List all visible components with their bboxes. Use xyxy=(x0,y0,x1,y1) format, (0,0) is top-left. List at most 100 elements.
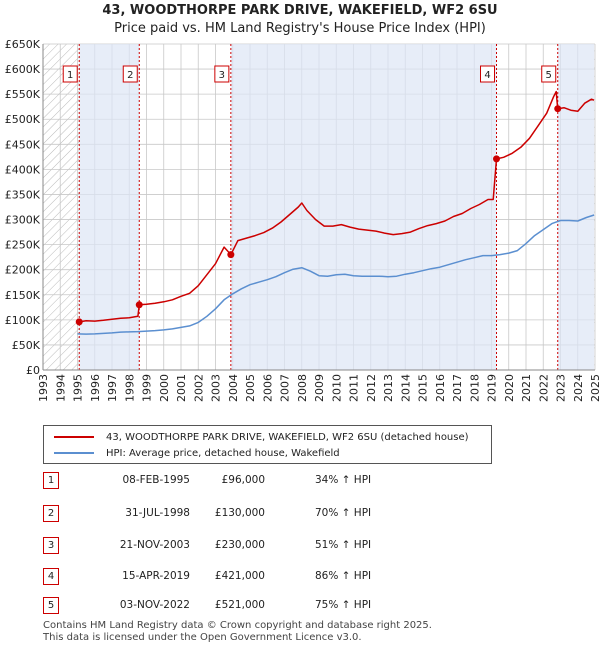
x-tick-label: 2014 xyxy=(399,374,412,402)
x-tick-label: 2007 xyxy=(279,374,292,402)
sale-price: £96,000 xyxy=(221,474,265,486)
legend-label-property: 43, WOODTHORPE PARK DRIVE, WAKEFIELD, WF… xyxy=(106,431,469,443)
sale-label-box xyxy=(122,65,138,83)
sale-price: £521,000 xyxy=(214,599,265,611)
y-tick-label: £450K xyxy=(5,138,41,151)
x-tick-label: 2016 xyxy=(434,374,447,402)
x-tick-label: 1998 xyxy=(123,374,136,402)
table-row: 5 03-NOV-2022 £521,000 75% ↑ HPI xyxy=(43,597,503,617)
sale-label-number: 5 xyxy=(546,70,552,81)
sale-number-badge: 2 xyxy=(43,505,59,522)
sale-hpi-change: 34% ↑ HPI xyxy=(315,474,372,486)
x-tick-label: 2025 xyxy=(589,374,600,402)
x-tick-label: 1994 xyxy=(54,374,67,402)
sale-date: 31-JUL-1998 xyxy=(125,507,190,519)
y-tick-label: £400K xyxy=(5,163,41,176)
sale-point xyxy=(554,105,562,113)
ownership-band xyxy=(79,44,140,370)
x-tick-label: 2010 xyxy=(330,374,343,402)
y-tick-label: £350K xyxy=(5,188,41,201)
x-tick-label: 2011 xyxy=(348,374,361,402)
table-row: 3 21-NOV-2003 £230,000 51% ↑ HPI xyxy=(43,537,503,557)
x-tick-label: 2001 xyxy=(175,374,188,402)
sale-label-number: 1 xyxy=(67,70,73,81)
sale-label-box xyxy=(480,65,496,83)
x-tick-label: 1997 xyxy=(106,374,119,402)
sale-label-number: 3 xyxy=(219,70,225,81)
sale-price: £130,000 xyxy=(214,507,265,519)
x-tick-label: 2012 xyxy=(365,374,378,402)
y-tick-label: £300K xyxy=(5,214,41,227)
sale-price: £421,000 xyxy=(214,570,265,582)
x-tick-label: 2000 xyxy=(158,374,171,402)
sale-date: 08-FEB-1995 xyxy=(122,474,190,486)
x-tick-label: 1996 xyxy=(89,374,102,402)
ownership-band xyxy=(557,44,595,370)
sale-hpi-change: 75% ↑ HPI xyxy=(315,599,372,611)
chart-legend: 43, WOODTHORPE PARK DRIVE, WAKEFIELD, WF… xyxy=(43,425,492,464)
x-tick-label: 2020 xyxy=(503,374,516,402)
sale-label-box xyxy=(62,65,78,83)
x-tick-label: 1993 xyxy=(37,374,50,402)
y-tick-label: £150K xyxy=(5,289,41,302)
x-tick-label: 2018 xyxy=(468,374,481,402)
x-tick-label: 2015 xyxy=(417,374,430,402)
x-tick-label: 2019 xyxy=(486,374,499,402)
y-tick-label: £650K xyxy=(5,38,41,51)
x-tick-label: 2004 xyxy=(227,374,240,402)
x-tick-label: 2023 xyxy=(555,374,568,402)
y-tick-label: £100K xyxy=(5,314,41,327)
sale-label-box xyxy=(541,65,557,83)
x-tick-label: 2003 xyxy=(210,374,223,402)
y-tick-label: £50K xyxy=(12,339,41,352)
sale-point xyxy=(135,301,143,309)
sale-point xyxy=(75,318,83,326)
y-tick-label: £200K xyxy=(5,264,41,277)
table-row: 2 31-JUL-1998 £130,000 70% ↑ HPI xyxy=(43,505,503,525)
sale-label-number: 4 xyxy=(484,70,490,81)
hpi-series-line xyxy=(77,214,595,335)
sale-point xyxy=(227,251,235,259)
x-tick-label: 2024 xyxy=(572,374,585,402)
sale-price: £230,000 xyxy=(214,539,265,551)
x-tick-label: 2006 xyxy=(261,374,274,402)
x-tick-label: 2002 xyxy=(192,374,205,402)
x-tick-label: 2017 xyxy=(451,374,464,402)
sale-number-badge: 4 xyxy=(43,568,59,585)
hatched-region-right xyxy=(594,44,595,370)
sale-date: 03-NOV-2022 xyxy=(119,599,190,611)
x-tick-label: 2022 xyxy=(537,374,550,402)
y-tick-label: £250K xyxy=(5,239,41,252)
sale-hpi-change: 70% ↑ HPI xyxy=(315,507,372,519)
sale-date: 15-APR-2019 xyxy=(122,570,190,582)
hatched-region-left xyxy=(43,44,80,370)
sale-number-badge: 3 xyxy=(43,537,59,554)
sale-label-number: 2 xyxy=(127,70,133,81)
sale-point xyxy=(493,155,501,163)
y-tick-label: £0 xyxy=(26,364,40,377)
y-tick-label: £550K xyxy=(5,88,41,101)
y-tick-label: £600K xyxy=(5,63,41,76)
sale-hpi-change: 86% ↑ HPI xyxy=(315,570,372,582)
sale-hpi-change: 51% ↑ HPI xyxy=(315,539,372,551)
x-tick-label: 2008 xyxy=(296,374,309,402)
table-row: 1 08-FEB-1995 £96,000 34% ↑ HPI xyxy=(43,472,503,492)
sale-number-badge: 1 xyxy=(43,472,59,489)
sale-label-box xyxy=(214,65,230,83)
legend-swatch-property xyxy=(54,436,94,438)
x-tick-label: 1995 xyxy=(72,374,85,402)
x-tick-label: 2021 xyxy=(520,374,533,402)
y-tick-label: £500K xyxy=(5,113,41,126)
x-tick-label: 2013 xyxy=(382,374,395,402)
x-tick-label: 1999 xyxy=(141,374,154,402)
ownership-band xyxy=(230,44,497,370)
footer-licence: This data is licensed under the Open Gov… xyxy=(43,632,362,643)
chart-subtitle: Price paid vs. HM Land Registry's House … xyxy=(114,21,486,36)
x-tick-label: 2009 xyxy=(313,374,326,402)
x-tick-label: 2005 xyxy=(244,374,257,402)
legend-item-hpi: HPI: Average price, detached house, Wake… xyxy=(54,446,340,460)
footer-copyright: Contains HM Land Registry data © Crown c… xyxy=(43,620,432,631)
legend-label-hpi: HPI: Average price, detached house, Wake… xyxy=(106,447,340,459)
table-row: 4 15-APR-2019 £421,000 86% ↑ HPI xyxy=(43,568,503,588)
sale-number-badge: 5 xyxy=(43,597,59,614)
